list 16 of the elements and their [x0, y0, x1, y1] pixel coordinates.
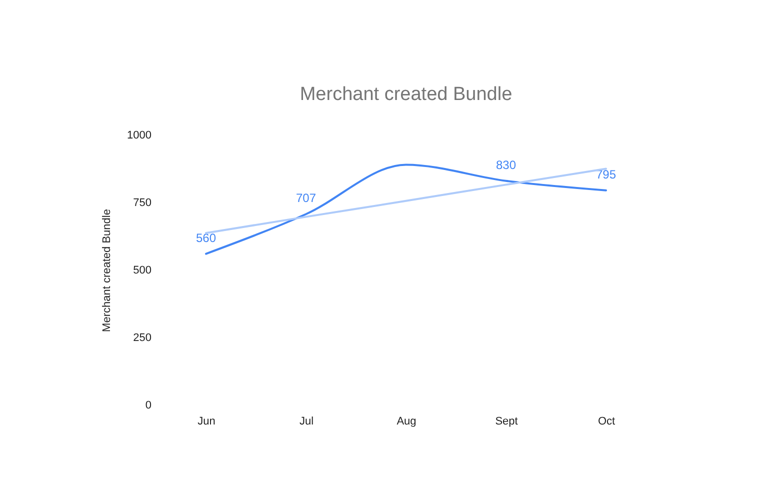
y-axis-title: Merchant created Bundle — [101, 209, 114, 332]
data-label: 795 — [596, 167, 616, 182]
y-tick-label: 250 — [133, 332, 152, 344]
x-tick-label: Jul — [299, 416, 314, 428]
y-tick-label: 0 — [145, 400, 152, 412]
y-tick-label: 500 — [133, 264, 152, 276]
x-tick-label: Jun — [198, 416, 216, 428]
chart-title: Merchant created Bundle — [300, 84, 512, 105]
data-label: 707 — [296, 191, 316, 206]
y-tick-label: 750 — [133, 197, 152, 209]
data-label: 830 — [496, 158, 516, 172]
x-tick-label: Aug — [396, 416, 416, 428]
y-tick-label: 1000 — [127, 130, 152, 142]
x-tick-label: Sept — [495, 416, 518, 428]
x-tick-label: Oct — [598, 416, 616, 428]
data-label: 560 — [196, 230, 216, 245]
